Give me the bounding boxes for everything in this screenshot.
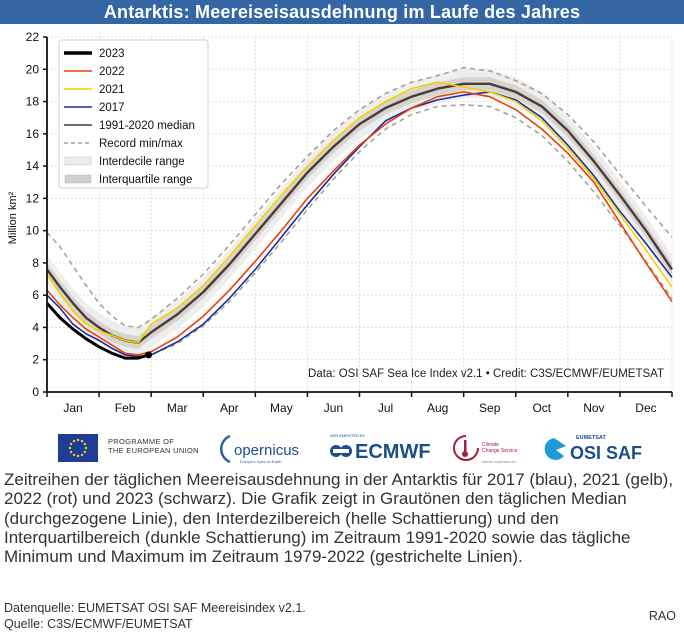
y-tick-label: 14	[26, 159, 40, 173]
x-tick-label: May	[270, 401, 293, 415]
legend-item: 2021	[64, 84, 125, 96]
data-source: Datenquelle: EUMETSAT OSI SAF Meereisind…	[4, 601, 306, 632]
series-line-2017	[46, 91, 673, 358]
x-tick-label: Jan	[63, 401, 82, 415]
eu-star-icon	[69, 450, 73, 454]
legend: 2023 2022 2021 2017 1991-2020 median Record m…	[58, 39, 209, 189]
eu-star-icon	[83, 442, 87, 446]
c3s-text3: climate.copernicus.eu	[482, 460, 516, 464]
eu-star-icon	[80, 453, 84, 457]
series-2023-endpoint	[145, 351, 153, 359]
osisaf-logo: EUMETSAT OSI SAF	[540, 428, 650, 468]
eumetsat-text: EUMETSAT	[576, 435, 606, 441]
eu-programme-text: PROGRAMME OF THE EUROPEAN UNION	[108, 437, 199, 477]
y-tick-label: 8	[32, 256, 39, 270]
ecmwf-logo: IMPLEMENTED BY ECMWF	[328, 428, 438, 468]
eu-star-icon	[72, 453, 76, 457]
eu-star-icon	[72, 439, 76, 443]
legend-box	[58, 39, 209, 189]
figure-caption: Zeitreihen der täglichen Meereisausdehnu…	[4, 470, 674, 567]
x-tick-label: Nov	[583, 401, 604, 415]
x-tick-label: Aug	[427, 401, 448, 415]
eu-star-icon	[68, 446, 72, 450]
legend-item: Interquartile range	[64, 174, 192, 186]
y-tick-label: 6	[32, 288, 39, 302]
page-title: Antarktis: Meereiseisausdehnung im Laufe…	[0, 0, 684, 24]
series-lines	[45, 66, 673, 360]
record-min-line	[46, 103, 673, 359]
legend-label: Interdecile range	[99, 156, 185, 168]
series-line-2021	[46, 81, 673, 344]
y-tick-label: 20	[26, 62, 40, 76]
eu-star-icon	[80, 439, 84, 443]
eu-star-icon	[69, 442, 73, 446]
copernicus-logo: opernicus Europe's eyes on Earth	[218, 428, 328, 468]
eu-star-icon	[76, 454, 80, 458]
eu-star-icon	[84, 446, 88, 450]
legend-item: 2022	[64, 66, 125, 78]
y-axis-label: Million km²	[7, 191, 19, 244]
credit-annotation: Data: OSI SAF Sea Ice Index v2.1 • Credi…	[308, 368, 664, 380]
legend-label: Record min/max	[99, 138, 183, 150]
logo-strip: PROGRAMME OF THE EUROPEAN UNION opernicu…	[0, 428, 684, 468]
x-tick-label: Jul	[378, 401, 393, 415]
copernicus-text: opernicus	[234, 442, 299, 459]
legend-swatch	[64, 156, 92, 166]
ecmwf-text: ECMWF	[355, 441, 431, 463]
c3s-text1: Climate	[482, 442, 499, 448]
y-tick-label: 12	[26, 191, 40, 205]
legend-swatch	[64, 174, 92, 184]
x-tick-label: Oct	[532, 401, 551, 415]
y-tick-label: 10	[26, 224, 40, 238]
legend-item: Record min/max	[64, 138, 183, 150]
record-max-line	[46, 66, 673, 329]
legend-label: 2022	[99, 66, 125, 78]
eu-text-line1: PROGRAMME OF	[108, 437, 175, 446]
eu-star-icon	[83, 450, 87, 454]
ecmwf-top-text: IMPLEMENTED BY	[330, 433, 366, 438]
legend-item: 2023	[64, 48, 125, 60]
c3s-logo: Climate Change Service climate.copernicu…	[452, 428, 532, 468]
author-credit: RAO	[648, 609, 676, 623]
y-tick-label: 2	[32, 353, 39, 367]
x-tick-label: Dec	[635, 401, 656, 415]
legend-label: Interquartile range	[99, 174, 192, 186]
eu-star-icon	[76, 438, 80, 442]
series-line-2022	[46, 91, 673, 356]
chart: 0 2 4 6 8 10 12 14 16 18 20 22 Jan Feb Mar Apr May Jun Jul…	[0, 24, 684, 424]
series-line-2023	[45, 302, 150, 360]
osisaf-text: OSI SAF	[570, 443, 642, 463]
legend-label: 1991-2020 median	[99, 120, 195, 132]
x-tick-label: Jun	[324, 401, 343, 415]
y-tick-label: 0	[32, 385, 39, 399]
copernicus-subtext: Europe's eyes on Earth	[240, 459, 281, 464]
y-tick-label: 4	[32, 320, 39, 334]
eu-text-line2: THE EUROPEAN UNION	[108, 446, 199, 455]
c3s-text2: Change Service	[482, 448, 518, 454]
source-line1: Datenquelle: EUMETSAT OSI SAF Meereisind…	[4, 601, 306, 615]
y-tick-label: 16	[26, 127, 40, 141]
legend-label: 2017	[99, 102, 125, 114]
legend-item: 1991-2020 median	[64, 120, 195, 132]
legend-label: 2023	[99, 48, 125, 60]
grid	[47, 36, 673, 392]
source-line2: Quelle: C3S/ECMWF/EUMETSAT	[4, 616, 193, 631]
legend-label: 2021	[99, 84, 125, 96]
y-tick-label: 18	[26, 95, 40, 109]
y-tick-label: 22	[26, 30, 40, 44]
x-tick-label: Sep	[479, 401, 501, 415]
legend-item: 2017	[64, 102, 125, 114]
eu-flag-logo	[58, 428, 98, 468]
x-tick-label: Feb	[115, 401, 136, 415]
legend-item: Interdecile range	[64, 156, 185, 168]
x-tick-label: Apr	[220, 401, 239, 415]
x-tick-label: Mar	[167, 401, 188, 415]
series-line-1991-2020-median	[46, 82, 673, 344]
